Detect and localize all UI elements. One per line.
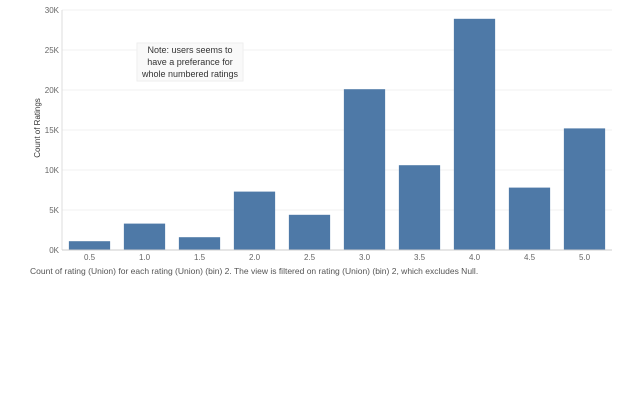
annotation-line-3: whole numbered ratings [141, 69, 239, 79]
x-tick-label: 3.0 [359, 253, 371, 262]
annotation-line-1: Note: users seems to [147, 45, 232, 55]
bar [178, 237, 221, 250]
bar [343, 89, 386, 250]
chart-caption: Count of rating (Union) for each rating … [30, 266, 479, 276]
bar [453, 18, 496, 250]
x-tick-label: 2.0 [249, 253, 261, 262]
bar [68, 241, 111, 250]
x-tick-label: 4.5 [524, 253, 536, 262]
bar [288, 214, 331, 250]
y-tick-label: 10K [45, 166, 60, 175]
bar [508, 187, 551, 250]
bar [398, 165, 441, 250]
x-axis: 0.5 1.0 1.5 2.0 2.5 3.0 3.5 4.0 4.5 5.0 [62, 249, 612, 262]
y-tick-label: 15K [45, 126, 60, 135]
x-tick-label: 1.5 [194, 253, 206, 262]
x-tick-label: 3.5 [414, 253, 426, 262]
x-tick-label: 1.0 [139, 253, 151, 262]
annotation-line-2: have a preferance for [147, 57, 233, 67]
bar [563, 128, 606, 250]
annotation-box [136, 42, 244, 82]
x-tick-label: 2.5 [304, 253, 316, 262]
annotation-note: Note: users seems to have a preferance f… [136, 42, 244, 82]
y-axis: 0K 5K 10K 15K 20K 25K 30K [45, 6, 63, 255]
y-tick-label: 0K [49, 246, 59, 255]
y-tick-label: 25K [45, 46, 60, 55]
y-axis-title: Count of Ratings [33, 98, 42, 158]
y-tick-label: 20K [45, 86, 60, 95]
x-tick-label: 0.5 [84, 253, 96, 262]
bars [68, 18, 606, 250]
x-tick-label: 4.0 [469, 253, 481, 262]
bar [233, 191, 276, 250]
bar [123, 223, 166, 250]
x-tick-label: 5.0 [579, 253, 591, 262]
bar-chart: 0K 5K 10K 15K 20K 25K 30K 0.5 1.0 1.5 2.0 2.5 3.0 3.… [33, 6, 612, 262]
y-tick-label: 30K [45, 6, 60, 15]
y-tick-label: 5K [49, 206, 59, 215]
